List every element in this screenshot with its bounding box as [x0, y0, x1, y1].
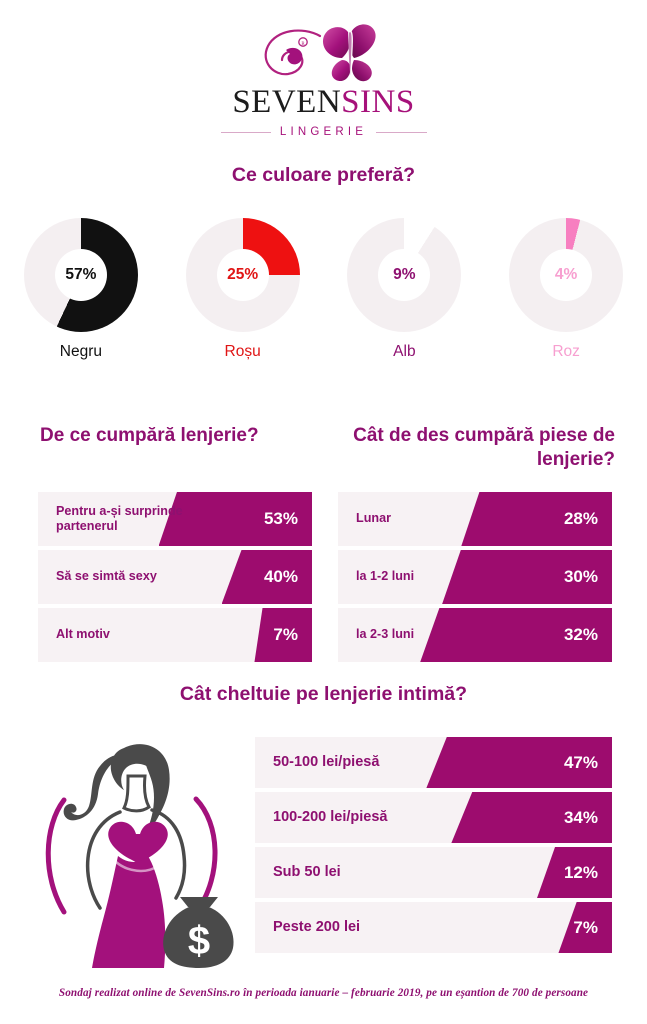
- logo-rule-right: [376, 131, 427, 133]
- donut-label-rosu: Roșu: [224, 343, 261, 360]
- bar-label: 50-100 lei/piesă: [273, 753, 380, 770]
- brand-logo: R SEVENSINS LINGERIE: [0, 22, 647, 147]
- bar-label: Lunar: [356, 511, 391, 526]
- donut-value-negru: 57%: [54, 249, 107, 301]
- donut-value-alb: 9%: [378, 249, 431, 301]
- logo-word-sins: SINS: [341, 84, 415, 120]
- donut-cell-rosu: 25% Roșu: [162, 218, 324, 383]
- bar-label: Sub 50 lei: [273, 863, 341, 880]
- logo-subtitle: LINGERIE: [279, 126, 368, 138]
- bar-value: 7%: [573, 917, 598, 937]
- bar-fill: [426, 737, 612, 788]
- donut-value-text-negru: 57%: [65, 266, 97, 283]
- dollar-sign-glyph: $: [188, 919, 210, 963]
- bar-fill: [420, 608, 612, 662]
- bar-label: Să se simtă sexy: [56, 569, 157, 584]
- bar-label: la 1-2 luni: [356, 569, 415, 584]
- bar-value: 47%: [563, 752, 598, 772]
- donut-value-text-roz: 4%: [554, 266, 578, 283]
- section-heading-spend: Cât cheltuie pe lenjerie intimă?: [179, 683, 468, 705]
- bar-value: 12%: [563, 862, 598, 882]
- bar-label: Pentru a-și surprinde partenerul: [56, 503, 183, 533]
- donut-chart-negru: 57%: [23, 218, 138, 332]
- bar-label: la 2-3 luni: [356, 627, 415, 642]
- table-row[interactable]: 50-100 lei/piesă 47%: [255, 737, 612, 788]
- woman-with-money-bag-illustration: $: [28, 716, 243, 968]
- donut-label-negru: Negru: [59, 343, 102, 360]
- table-row[interactable]: Peste 200 lei 7%: [255, 902, 612, 953]
- table-row[interactable]: Lunar 28%: [338, 492, 612, 546]
- table-row[interactable]: Alt motiv 7%: [38, 608, 312, 662]
- table-row[interactable]: Pentru a-și surprinde partenerul 53%: [38, 492, 312, 546]
- bar-value: 32%: [563, 625, 598, 644]
- bar-fill: [442, 550, 612, 604]
- bar-value: 34%: [563, 807, 598, 827]
- section-heading-why: De ce cumpără lenjerie?: [40, 425, 259, 446]
- bar-value: 30%: [563, 567, 598, 586]
- donut-chart-rosu: 25%: [185, 218, 300, 332]
- bar-label: Peste 200 lei: [273, 918, 361, 935]
- bar-value: 53%: [263, 509, 298, 528]
- bar-chart-often: Lunar 28% la 1-2 luni 30% la 2-3 luni 32…: [338, 492, 612, 666]
- logo-wordmark: SEVENSINS: [232, 86, 414, 119]
- table-row[interactable]: 100-200 lei/piesă 34%: [255, 792, 612, 843]
- section-heading-often: Cât de des cumpără piese de lenjerie?: [353, 425, 615, 471]
- donut-cell-alb: 9% Alb: [324, 218, 486, 383]
- table-row[interactable]: la 2-3 luni 32%: [338, 608, 612, 662]
- bar-fill: [254, 608, 312, 662]
- donut-label-roz: Roz: [552, 343, 580, 360]
- svg-text:R: R: [301, 42, 305, 47]
- bar-chart-spend: 50-100 lei/piesă 47% 100-200 lei/piesă 3…: [255, 737, 612, 957]
- bar-fill: [158, 492, 312, 546]
- bar-value: 40%: [263, 567, 298, 586]
- table-row[interactable]: Sub 50 lei 12%: [255, 847, 612, 898]
- bar-value: 7%: [273, 625, 298, 644]
- bar-label: 100-200 lei/piesă: [273, 808, 388, 825]
- donut-cell-negru: 57% Negru: [0, 218, 162, 383]
- logo-rule-left: [220, 131, 271, 133]
- butterfly-icon: R: [224, 22, 424, 84]
- donut-chart-roz: 4%: [509, 218, 624, 332]
- table-row[interactable]: Să se simtă sexy 40%: [38, 550, 312, 604]
- donut-value-text-alb: 9%: [393, 266, 416, 283]
- logo-word-seven: SEVEN: [232, 84, 342, 120]
- bar-chart-why: Pentru a-și surprinde partenerul 53% Să …: [38, 492, 312, 666]
- bar-fill: [461, 492, 612, 546]
- bar-label: Alt motiv: [56, 627, 110, 642]
- bar-value: 28%: [563, 509, 598, 528]
- donut-value-roz: 4%: [540, 249, 593, 301]
- donut-label-alb: Alb: [393, 343, 416, 360]
- section-heading-colors: Ce culoare preferă?: [231, 164, 416, 186]
- money-bag-icon: $: [163, 897, 234, 968]
- donut-value-text-rosu: 25%: [227, 266, 259, 283]
- bar-fill: [451, 792, 612, 843]
- donut-chart-alb: 9%: [347, 218, 462, 332]
- donut-chart-group: 57% Negru 25% Roșu 9% Alb 4% Roz: [0, 218, 647, 383]
- footer-note: Sondaj realizat online de SevenSins.ro î…: [58, 987, 589, 999]
- logo-subtitle-row: LINGERIE: [220, 126, 427, 138]
- table-row[interactable]: la 1-2 luni 30%: [338, 550, 612, 604]
- donut-cell-roz: 4% Roz: [485, 218, 647, 383]
- donut-value-rosu: 25%: [216, 249, 269, 301]
